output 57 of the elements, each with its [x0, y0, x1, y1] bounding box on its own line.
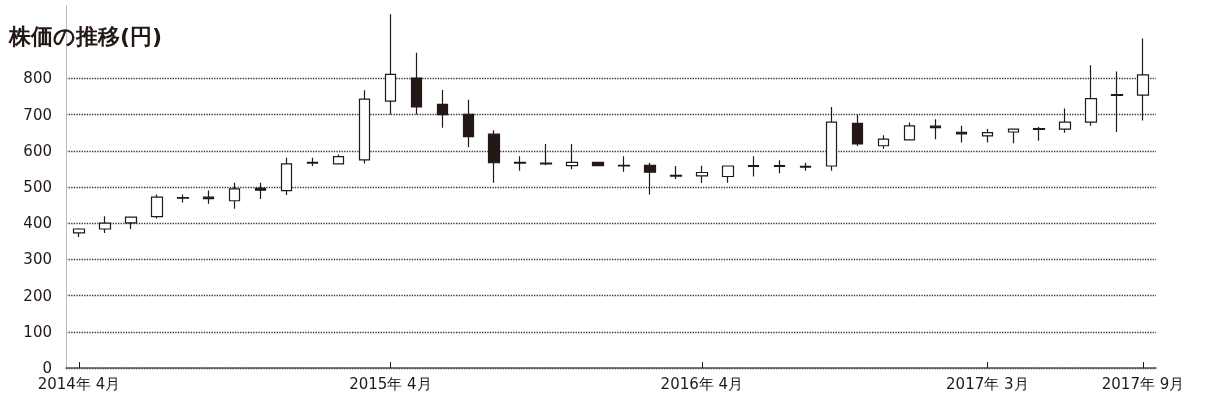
candlestick — [643, 162, 657, 196]
candlestick — [358, 89, 371, 165]
candlestick — [747, 155, 760, 178]
y-tick-label: 800 — [23, 69, 52, 88]
candlestick — [513, 155, 527, 172]
candlestick — [877, 134, 890, 150]
candlestick — [903, 121, 916, 141]
candlestick — [202, 190, 215, 205]
candlestick — [306, 157, 319, 167]
candlestick — [669, 165, 683, 180]
candlestick — [981, 128, 994, 144]
x-tick-label: 2014年 4月 — [37, 374, 121, 393]
x-tick-label: 2017年 3月 — [946, 374, 1029, 393]
candlestick — [228, 182, 241, 210]
candlestick — [591, 161, 605, 167]
y-tick-label: 0 — [42, 359, 52, 377]
text: 株価の推移(円) — [8, 23, 163, 49]
candlestick — [280, 157, 293, 196]
y-tick-label: 100 — [23, 322, 52, 341]
candlestick — [462, 99, 475, 148]
y-tick-label: 200 — [23, 286, 52, 305]
x-tick-label: 2017年 9月 — [1101, 374, 1185, 393]
candlestick — [1084, 64, 1098, 127]
candlestick — [72, 227, 86, 238]
candlestick — [254, 182, 267, 200]
y-tick-label: 500 — [23, 178, 52, 196]
candlestick — [539, 143, 553, 166]
candlestick — [384, 13, 397, 116]
x-tick-label: 2015年 4月 — [349, 374, 432, 393]
candlestick — [799, 162, 812, 172]
y-tick-label: 700 — [23, 105, 52, 124]
candlestick — [176, 194, 190, 204]
candlestick — [1136, 37, 1150, 121]
candlestick — [1110, 70, 1124, 133]
candlestick — [150, 194, 164, 220]
candlestick — [436, 89, 449, 129]
candlestick — [721, 165, 735, 184]
candlestick — [98, 215, 112, 234]
x-tick-label: 2016年 4月 — [660, 374, 744, 393]
candlestick — [955, 125, 968, 144]
y-tick-label: 300 — [23, 250, 52, 269]
candlestick — [851, 114, 864, 147]
candlestick — [773, 159, 786, 174]
y-tick-label: 600 — [23, 141, 52, 160]
y-tick-label: 400 — [23, 214, 52, 233]
candlestick — [124, 216, 138, 230]
candlestick — [929, 118, 942, 140]
candlestick — [825, 106, 838, 172]
candlestick — [695, 165, 709, 184]
candlestick — [1007, 128, 1020, 144]
candlestick — [1032, 126, 1046, 142]
candlestick — [617, 155, 631, 173]
candlestick — [410, 52, 423, 116]
candlestick — [1058, 107, 1072, 134]
candlestick — [565, 143, 579, 170]
candlestick — [332, 153, 345, 165]
candlestick — [487, 129, 501, 184]
